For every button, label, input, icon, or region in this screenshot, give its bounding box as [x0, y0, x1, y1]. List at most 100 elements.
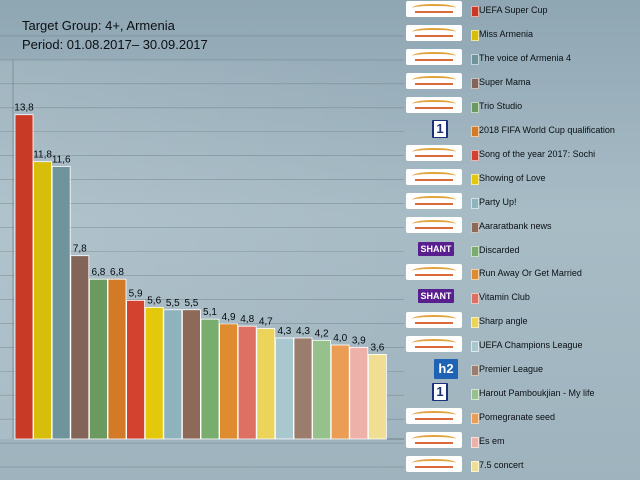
legend-swatch	[471, 77, 479, 89]
channel-logo-armenia	[406, 168, 462, 185]
bar-9	[163, 309, 183, 440]
bar-5	[89, 278, 108, 440]
legend-swatch	[471, 149, 479, 161]
value-label-13: 4,8	[240, 314, 254, 325]
bar-18	[330, 344, 350, 440]
legend-item: Vitamin Club	[404, 287, 640, 307]
legend-label: Song of the year 2017: Sochi	[479, 148, 596, 159]
value-label-3: 11,6	[52, 154, 71, 165]
legend-swatch	[471, 437, 479, 449]
legend-item: Song of the year 2017: Sochi	[404, 144, 640, 164]
bars	[14, 114, 387, 440]
legend-item: Showing of Love	[404, 168, 640, 188]
legend-item: Run Away Or Get Married	[404, 263, 640, 283]
legend-swatch	[471, 269, 479, 281]
legend-item: Miss Armenia	[404, 24, 640, 44]
legend-label: Trio Studio	[479, 100, 523, 111]
channel-logo-armenia	[406, 24, 462, 41]
channel-logo-armenia	[406, 456, 462, 473]
period-label: Period: 01.08.2017– 30.09.2017	[22, 37, 208, 52]
channel-logo-one	[432, 119, 448, 138]
legend-label: Showing of Love	[479, 172, 546, 183]
bar-17	[312, 339, 332, 440]
legend-swatch	[471, 173, 479, 185]
legend-swatch	[471, 6, 479, 17]
value-label-2: 11,8	[33, 150, 52, 161]
channel-logo-armenia	[406, 408, 462, 425]
legend-swatch	[471, 29, 479, 41]
value-label-15: 4,3	[277, 326, 291, 337]
legend-swatch	[471, 245, 479, 257]
target-group-label: Target Group: 4+, Armenia	[22, 18, 175, 33]
bar-3	[51, 165, 71, 440]
legend-item: Es em	[404, 431, 640, 451]
legend-label: 7.5 concert	[479, 460, 524, 471]
channel-logo-armenia	[406, 96, 462, 113]
channel-logo-armenia	[406, 312, 462, 329]
value-label-8: 5,6	[147, 295, 161, 306]
legend-item: The voice of Armenia 4	[404, 48, 640, 68]
legend-item: Discarded	[404, 240, 640, 260]
chart-header: Target Group: 4+, Armenia Period: 01.08.…	[22, 16, 208, 54]
value-label-11: 5,1	[203, 307, 217, 318]
channel-logo-armenia	[406, 264, 462, 281]
legend-label: Pomegranate seed	[479, 412, 556, 423]
legend-swatch	[471, 293, 479, 305]
value-label-16: 4,3	[296, 326, 310, 337]
value-labels: 13,8 11,8 11,6 7,8 6,8 6,8 5,9 5,6 5,5 5,5 5,1 4,9 4…	[14, 103, 385, 354]
value-label-19: 3,9	[352, 335, 366, 346]
bar-12	[219, 323, 239, 440]
bar-15	[274, 337, 294, 440]
legend-item: Premier League	[404, 359, 640, 380]
legend-label: Harout Pamboukjian - My life	[479, 388, 595, 399]
bar-7	[126, 299, 145, 440]
channel-logo-armenia	[406, 144, 462, 161]
bar-1	[14, 114, 34, 440]
legend-label: The voice of Armenia 4	[479, 52, 572, 63]
channel-logo-armenia	[406, 48, 462, 65]
value-label-12: 4,9	[222, 312, 236, 323]
legend-swatch	[471, 317, 479, 329]
legend-item: Pomegranate seed	[404, 407, 640, 427]
legend-swatch	[471, 101, 479, 113]
channel-logo-armenia	[406, 1, 462, 17]
legend-label: Sharp angle	[479, 316, 528, 327]
legend-label: Es em	[479, 436, 505, 447]
value-label-4: 7,8	[73, 244, 87, 255]
channel-logo-armenia	[406, 216, 462, 233]
legend-item: UEFA Champions League	[404, 335, 640, 355]
legend-swatch	[471, 461, 479, 473]
bar-19	[349, 346, 369, 440]
legend-item: Sharp angle	[404, 311, 640, 331]
channel-logo-shant	[418, 241, 454, 256]
legend-item: 2018 FIFA World Cup qualification	[404, 119, 640, 140]
channel-logo-shant	[418, 289, 454, 304]
value-label-9: 5,5	[166, 298, 180, 309]
legend-label: UEFA Super Cup	[479, 5, 548, 15]
bar-11	[200, 318, 220, 440]
bar-13	[237, 325, 257, 440]
bar-10	[181, 309, 201, 440]
bar-8	[144, 306, 164, 440]
legend-item: Aararatbank news	[404, 216, 640, 236]
legend-label: Vitamin Club	[479, 292, 530, 303]
legend-swatch	[471, 365, 479, 377]
legend-label: Party Up!	[479, 196, 517, 207]
legend-swatch	[471, 197, 479, 209]
value-label-7: 5,9	[129, 288, 143, 299]
bar-14	[256, 328, 276, 440]
legend-item: Harout Pamboukjian - My life	[404, 383, 640, 403]
legend-label: Miss Armenia	[479, 28, 534, 39]
legend-item: Super Mama	[404, 72, 640, 92]
channel-logo-armenia	[406, 432, 462, 449]
legend-label: Run Away Or Get Married	[479, 268, 582, 279]
value-label-18: 4,0	[333, 333, 347, 344]
bar-6	[107, 278, 127, 440]
value-label-17: 4,2	[315, 328, 329, 339]
legend-swatch	[471, 389, 479, 401]
legend-swatch	[471, 125, 479, 137]
legend-item: Trio Studio	[404, 96, 640, 116]
value-label-20: 3,6	[370, 342, 384, 353]
channel-logo-armenia	[406, 72, 462, 89]
